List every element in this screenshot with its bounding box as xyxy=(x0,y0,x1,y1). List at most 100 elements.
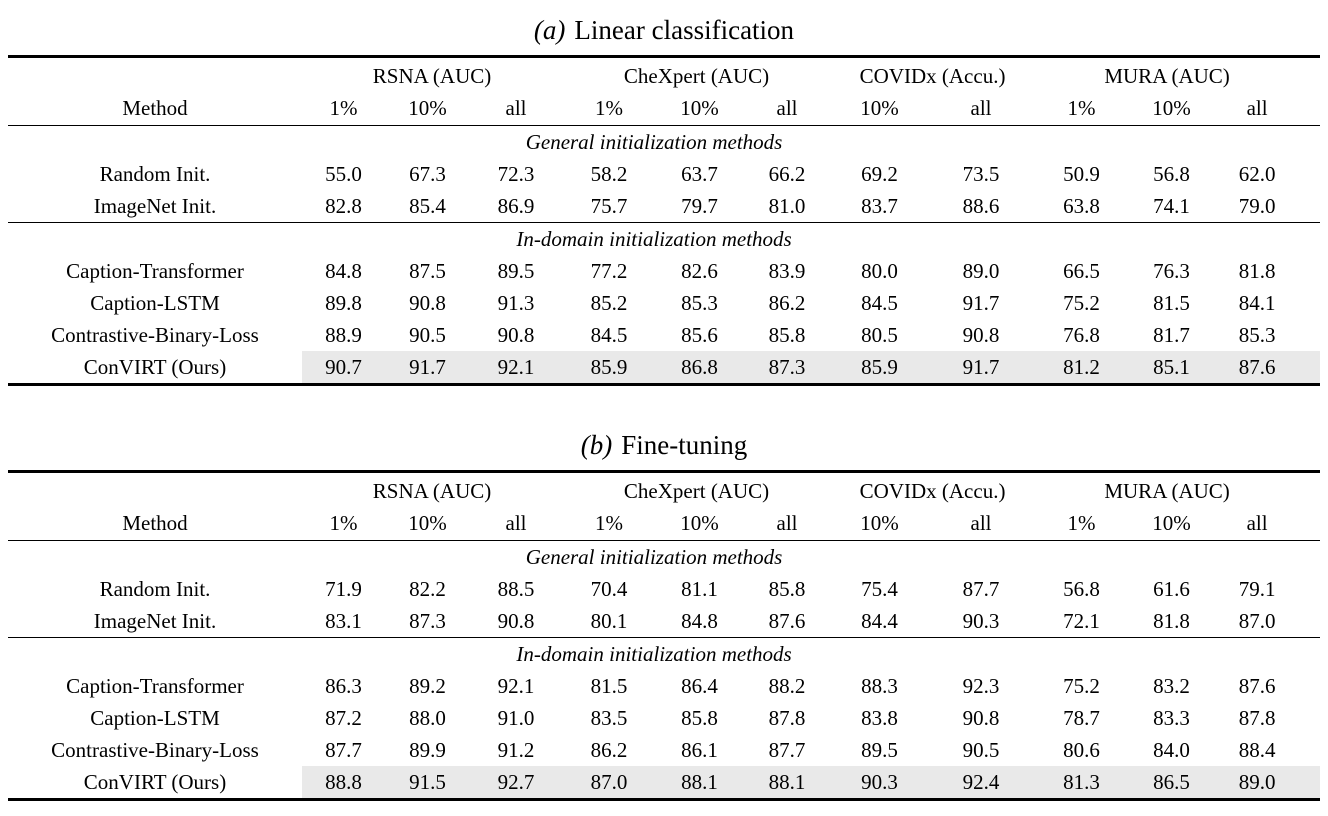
value-cell: 85.4 xyxy=(385,190,470,223)
value-cell: 88.1 xyxy=(656,766,744,800)
value-cell: 88.0 xyxy=(409,705,446,730)
value-cell: 55.0 xyxy=(325,161,362,186)
value-cell: 72.3 xyxy=(497,161,535,186)
section-label-row: In-domain initialization methods xyxy=(8,638,1320,671)
value-cell: 85.6 xyxy=(681,322,718,347)
data-row: ConVIRT (Ours) 90.7 91.7 92.1 85.9 86.8 87.3 85… xyxy=(8,351,1321,385)
value-cell: 90.3 xyxy=(928,605,1035,638)
method-cell: Caption-Transformer xyxy=(66,258,244,283)
value-cell: 92.1 xyxy=(497,673,535,698)
value-cell: 84.1 xyxy=(1238,290,1276,315)
value-cell: 74.1 xyxy=(1129,190,1215,223)
subheader-9: 10% xyxy=(1129,92,1215,126)
value-cell: 62.0 xyxy=(1238,161,1276,186)
value-cell: 91.0 xyxy=(497,705,535,730)
value-cell: 90.5 xyxy=(962,737,1000,762)
value-cell: 86.3 xyxy=(325,673,362,698)
value-cell: 71.9 xyxy=(325,576,362,601)
subheader-4: 10% xyxy=(656,507,744,541)
method-cell: ConVIRT (Ours) xyxy=(83,769,227,794)
subheader-5: all xyxy=(743,507,832,541)
method-cell: Contrastive-Binary-Loss xyxy=(51,322,259,347)
value-cell: 75.4 xyxy=(861,576,898,601)
table-b-caption-letter: (b) xyxy=(580,430,613,460)
value-cell: 70.4 xyxy=(590,576,628,601)
data-row: ImageNet Init. 82.8 85.4 86.9 75.7 79.7 81.0 83… xyxy=(8,190,1321,223)
value-cell: 56.8 xyxy=(1153,161,1190,186)
value-cell: 88.4 xyxy=(1238,737,1276,762)
value-cell: 84.5 xyxy=(590,322,628,347)
value-cell: 88.8 xyxy=(302,766,385,800)
value-cell: 89.5 xyxy=(861,737,898,762)
value-cell: 81.8 xyxy=(1129,605,1215,638)
value-cell: 85.3 xyxy=(681,290,718,315)
data-row: Contrastive-Binary-Loss 88.9 90.5 90.8 84.5 8… xyxy=(8,319,1320,351)
data-row: ImageNet Init. 83.1 87.3 90.8 80.1 84.8 87.6 84… xyxy=(8,605,1321,638)
group-header-3: MURA (AUC) xyxy=(1104,64,1230,88)
section-label: General initialization methods xyxy=(525,544,783,569)
value-cell: 89.2 xyxy=(409,673,446,698)
subheader-5: all xyxy=(743,92,832,126)
value-cell: 89.0 xyxy=(962,258,1000,283)
value-cell: 82.8 xyxy=(302,190,385,223)
value-cell: 81.3 xyxy=(1034,766,1130,800)
subheader-1: 10% xyxy=(385,507,470,541)
value-cell: 92.1 xyxy=(470,351,563,385)
value-cell: 63.8 xyxy=(1034,190,1130,223)
value-cell: 87.3 xyxy=(743,351,832,385)
value-cell: 87.7 xyxy=(768,737,806,762)
subheader-8: 1% xyxy=(1034,507,1130,541)
group-header-1: CheXpert (AUC) xyxy=(623,64,770,88)
group-header-2: COVIDx (Accu.) xyxy=(859,479,1006,503)
value-cell: 85.3 xyxy=(1238,322,1276,347)
value-cell: 81.5 xyxy=(1153,290,1190,315)
data-row: Caption-LSTM 87.2 88.0 91.0 83.5 85.8 87.8 83.8… xyxy=(8,702,1320,734)
subheader-7: all xyxy=(928,507,1035,541)
value-cell: 83.2 xyxy=(1153,673,1190,698)
value-cell: 91.7 xyxy=(385,351,470,385)
value-cell: 84.8 xyxy=(656,605,744,638)
value-cell: 85.8 xyxy=(768,322,806,347)
table-a-caption: (a) Linear classification xyxy=(0,0,1328,47)
method-cell: ImageNet Init. xyxy=(8,190,302,223)
value-cell: 83.7 xyxy=(831,190,929,223)
value-cell: 84.8 xyxy=(325,258,362,283)
value-cell: 87.7 xyxy=(325,737,362,762)
value-cell: 82.6 xyxy=(681,258,718,283)
value-cell: 81.8 xyxy=(1238,258,1276,283)
method-cell: Random Init. xyxy=(99,161,211,186)
value-cell: 78.7 xyxy=(1063,705,1100,730)
value-cell: 85.1 xyxy=(1129,351,1215,385)
value-cell: 67.3 xyxy=(409,161,446,186)
value-cell: 58.2 xyxy=(590,161,628,186)
value-cell: 61.6 xyxy=(1153,576,1190,601)
value-cell: 83.1 xyxy=(302,605,385,638)
method-cell: Caption-Transformer xyxy=(66,673,244,698)
table-a-caption-text: Linear classification xyxy=(574,15,795,45)
value-cell: 91.7 xyxy=(962,290,1000,315)
value-cell: 83.8 xyxy=(861,705,898,730)
subheader-2: all xyxy=(470,507,563,541)
value-cell: 87.0 xyxy=(562,766,657,800)
value-cell: 76.3 xyxy=(1153,258,1190,283)
value-cell: 77.2 xyxy=(590,258,628,283)
value-cell: 90.7 xyxy=(302,351,385,385)
value-cell: 87.7 xyxy=(962,576,1000,601)
value-cell: 80.1 xyxy=(562,605,657,638)
subheader-6: 10% xyxy=(831,92,929,126)
value-cell: 89.0 xyxy=(1214,766,1321,800)
value-cell: 76.8 xyxy=(1063,322,1100,347)
data-row: Contrastive-Binary-Loss 87.7 89.9 91.2 86.2 8… xyxy=(8,734,1320,766)
value-cell: 90.5 xyxy=(409,322,446,347)
value-cell: 81.7 xyxy=(1153,322,1190,347)
value-cell: 69.2 xyxy=(861,161,898,186)
value-cell: 89.9 xyxy=(409,737,446,762)
value-cell: 80.6 xyxy=(1063,737,1100,762)
subheader-4: 10% xyxy=(656,92,744,126)
value-cell: 85.8 xyxy=(768,576,806,601)
results-table-b: RSNA (AUC) CheXpert (AUC) COVIDx (Accu.) MU… xyxy=(8,470,1321,801)
subheader-10: all xyxy=(1214,92,1321,126)
method-cell: Contrastive-Binary-Loss xyxy=(51,737,259,762)
value-cell: 87.6 xyxy=(1238,673,1276,698)
group-header-row: RSNA (AUC) CheXpert (AUC) COVIDx (Accu.) MU… xyxy=(8,472,1320,508)
